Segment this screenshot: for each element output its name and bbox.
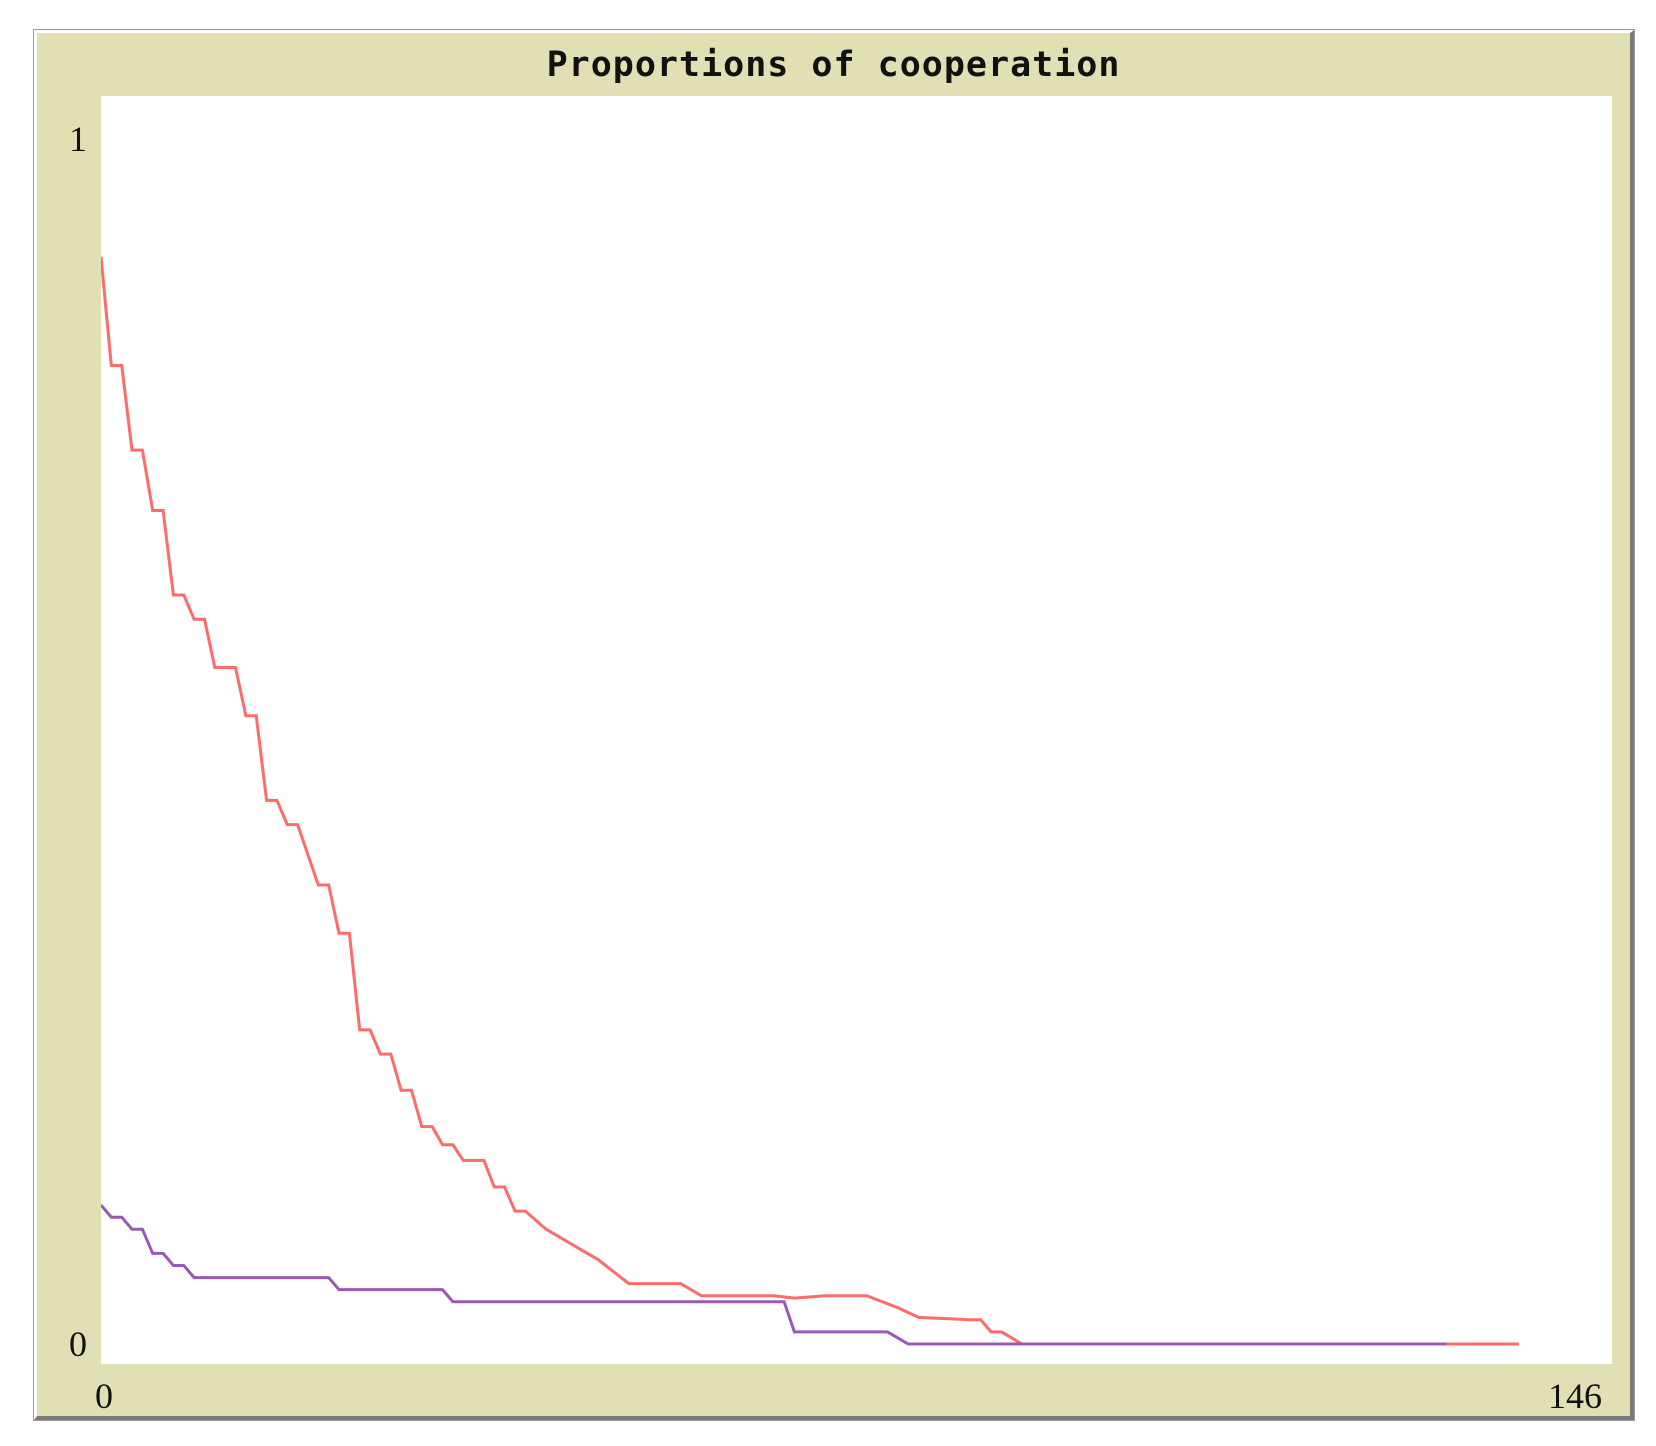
y-tick-max: 1	[69, 119, 87, 159]
y-tick-min: 0	[69, 1324, 87, 1364]
plot-area	[101, 96, 1612, 1364]
chart-title: Proportions of cooperation	[546, 45, 1121, 85]
plot-widget: Proportions of cooperation 1 0 0 146	[34, 30, 1634, 1420]
x-tick-min: 0	[95, 1376, 113, 1416]
chart-svg	[101, 256, 1519, 1346]
x-tick-max: 146	[1548, 1376, 1602, 1416]
series-line-1	[101, 256, 1519, 1346]
series-line-2	[101, 1204, 1447, 1346]
